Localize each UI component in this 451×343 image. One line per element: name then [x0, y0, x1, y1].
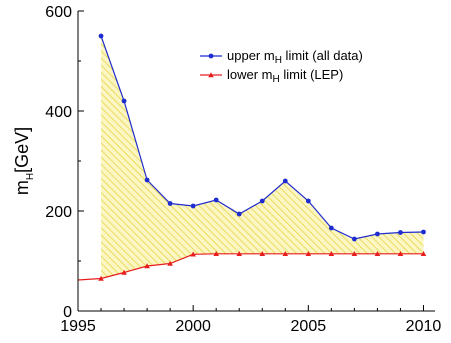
legend-marker-0 [208, 53, 214, 59]
upper-limit-point [236, 211, 242, 217]
lower-limit-point [420, 251, 427, 257]
lower-limit-point [167, 260, 173, 266]
upper-limit-point [282, 178, 288, 184]
y-axis-title: mH[GeV] [12, 127, 36, 195]
upper-limit-point [351, 236, 357, 242]
upper-limit-point [121, 98, 127, 104]
legend-label-main: lower m [227, 67, 273, 82]
upper-limit-point [144, 177, 150, 183]
legend-label-1: lower mH limit (LEP) [227, 67, 343, 85]
y-tick-label: 600 [45, 4, 72, 21]
legend-label-0: upper mH limit (all data) [227, 48, 363, 66]
upper-limit-point [421, 229, 426, 235]
x-tick-label: 1995 [60, 318, 96, 335]
y-tick-label: 200 [45, 204, 72, 221]
upper-limit-point [167, 201, 173, 206]
y-axis-title-unit: [GeV] [12, 127, 32, 173]
upper-limit-point [190, 203, 196, 209]
upper-limit-point [305, 198, 311, 204]
lower-limit-point [190, 251, 196, 257]
x-tick-label: 2010 [406, 318, 442, 335]
upper-limit-point [328, 225, 334, 231]
upper-limit-point [398, 230, 403, 235]
lower-limit-point [328, 251, 335, 257]
legend-label-sub: H [273, 74, 280, 85]
upper-limit-point [259, 198, 265, 204]
x-tick-label: 2005 [291, 318, 327, 335]
lower-limit-point [144, 263, 150, 269]
lower-limit-point [98, 275, 104, 281]
upper-limit-point [213, 197, 219, 203]
lower-limit-point [351, 251, 358, 257]
lower-limit-point [282, 251, 289, 257]
band-fill-layer [101, 36, 424, 279]
x-tick-label: 2000 [175, 318, 211, 335]
lower-limit-point [213, 251, 219, 257]
lower-limit-point [236, 251, 243, 257]
band-fill [101, 36, 424, 279]
legend: upper mH limit (all data)lower mH limit … [200, 48, 363, 85]
legend-label-main: upper m [227, 48, 275, 63]
lower-limit-extension-line [77, 277, 102, 281]
upper-limit-point [375, 231, 380, 237]
lower-limit-point [305, 251, 312, 257]
upper-limit-point [98, 33, 104, 39]
lower-limit-point [121, 269, 127, 275]
series-layer [77, 33, 427, 281]
lower-limit-point [374, 251, 381, 257]
y-tick-label: 0 [63, 304, 72, 321]
legend-marker-1 [208, 72, 214, 78]
y-axis-title-sub: H [25, 173, 36, 180]
lower-limit-point [259, 251, 266, 257]
legend-label-rest: limit (LEP) [280, 67, 344, 82]
legend-label-sub: H [275, 55, 282, 66]
lower-limit-point [397, 251, 404, 257]
y-axis-title-main: m [12, 180, 32, 195]
y-tick-label: 400 [45, 104, 72, 121]
legend-label-rest: limit (all data) [282, 48, 363, 63]
